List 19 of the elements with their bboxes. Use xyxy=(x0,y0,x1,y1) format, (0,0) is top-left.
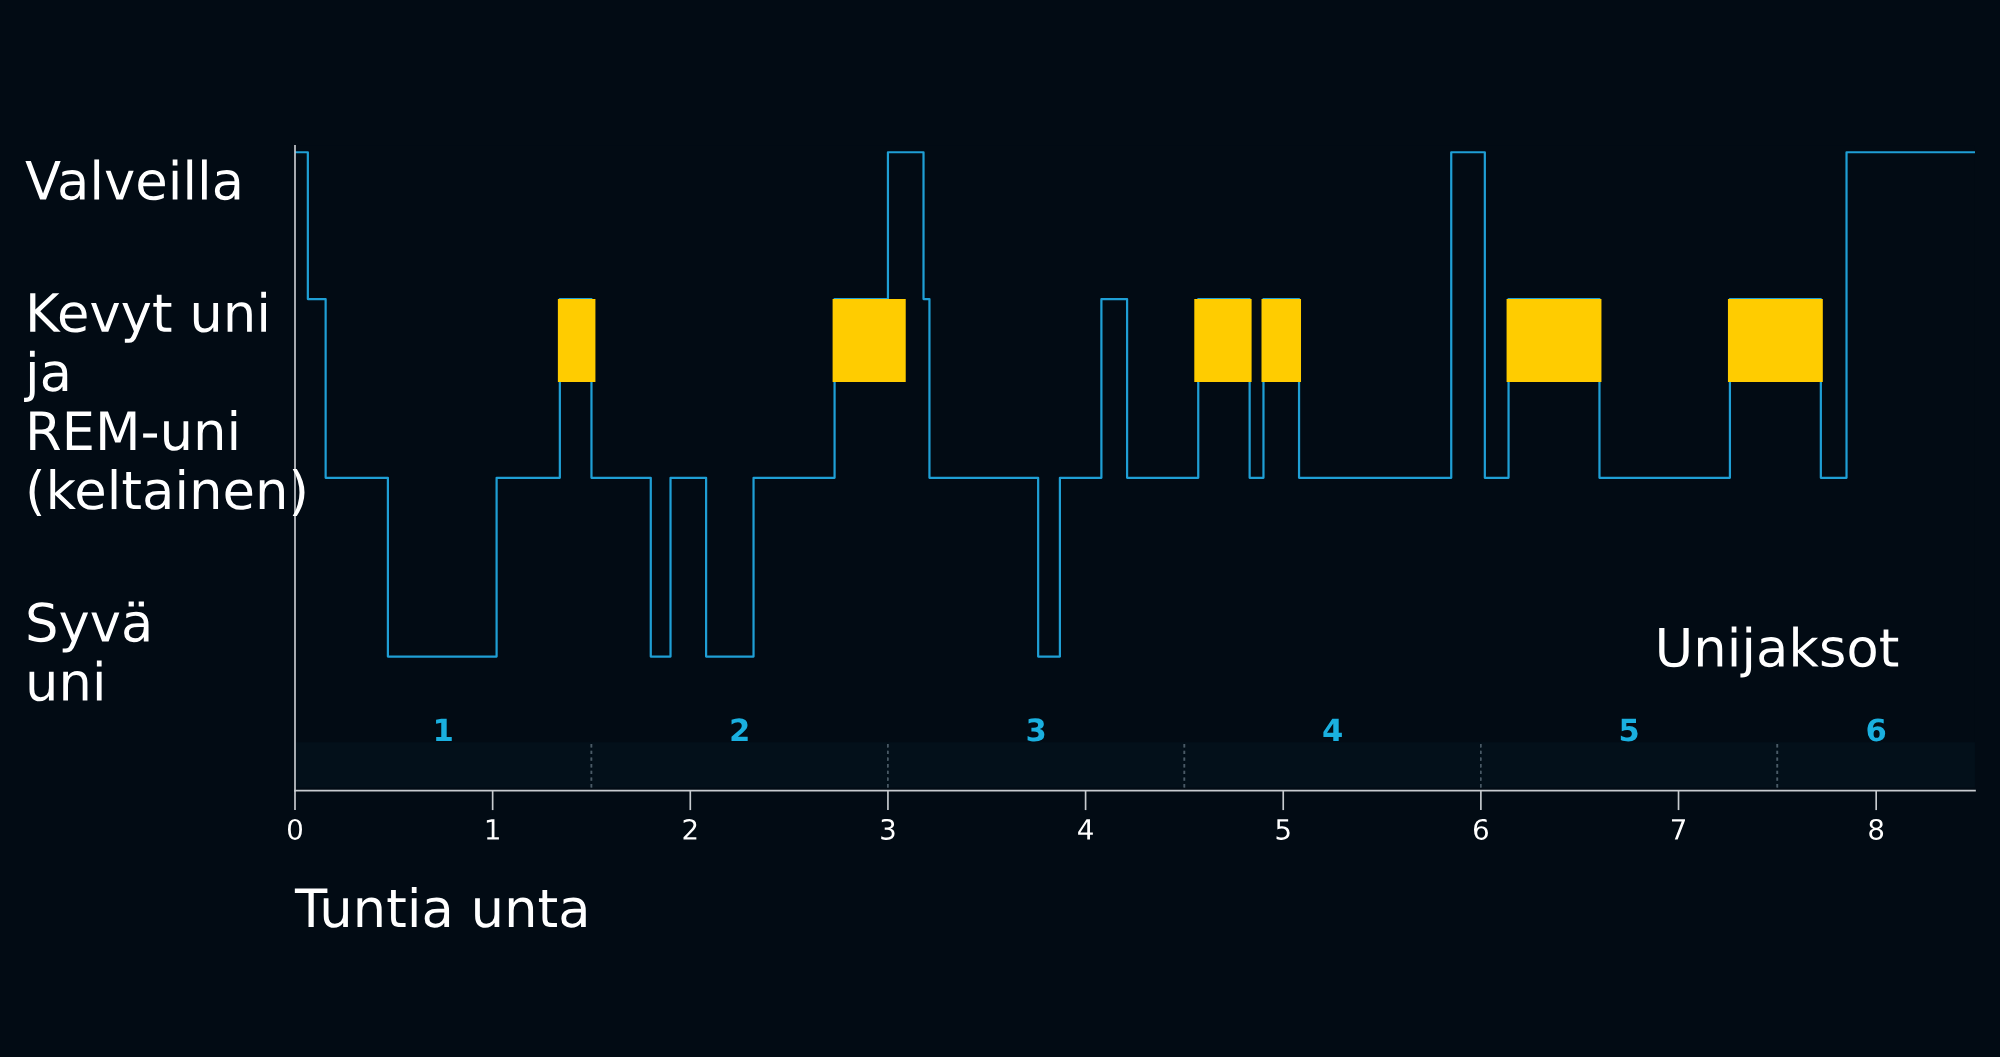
band-label: 4 xyxy=(1323,718,1342,742)
band-label: 3 xyxy=(1027,718,1045,742)
band-label: 1 xyxy=(436,718,452,742)
x-tick-label: 5 xyxy=(1276,819,1290,840)
band-label: 5 xyxy=(1620,718,1638,742)
x-tick-label: 7 xyxy=(1671,819,1685,840)
x-tick-label: 3 xyxy=(881,818,895,840)
text: Valveilla xyxy=(25,159,240,201)
x-tick-label: 6 xyxy=(1473,818,1488,840)
x-tick-label: 0 xyxy=(287,818,302,840)
x-tick-label: 4 xyxy=(1078,819,1093,840)
x-tick-label: 8 xyxy=(1869,818,1884,840)
x-axis-title: Tuntia unta xyxy=(294,886,586,928)
band-label: 6 xyxy=(1867,718,1886,742)
band-label: 2 xyxy=(731,718,748,742)
annotation: Unijaksot xyxy=(1659,626,1899,678)
x-tick-label: 2 xyxy=(683,818,697,840)
text: Syvä uni xyxy=(28,601,149,702)
x-tick-label: 1 xyxy=(486,819,499,840)
